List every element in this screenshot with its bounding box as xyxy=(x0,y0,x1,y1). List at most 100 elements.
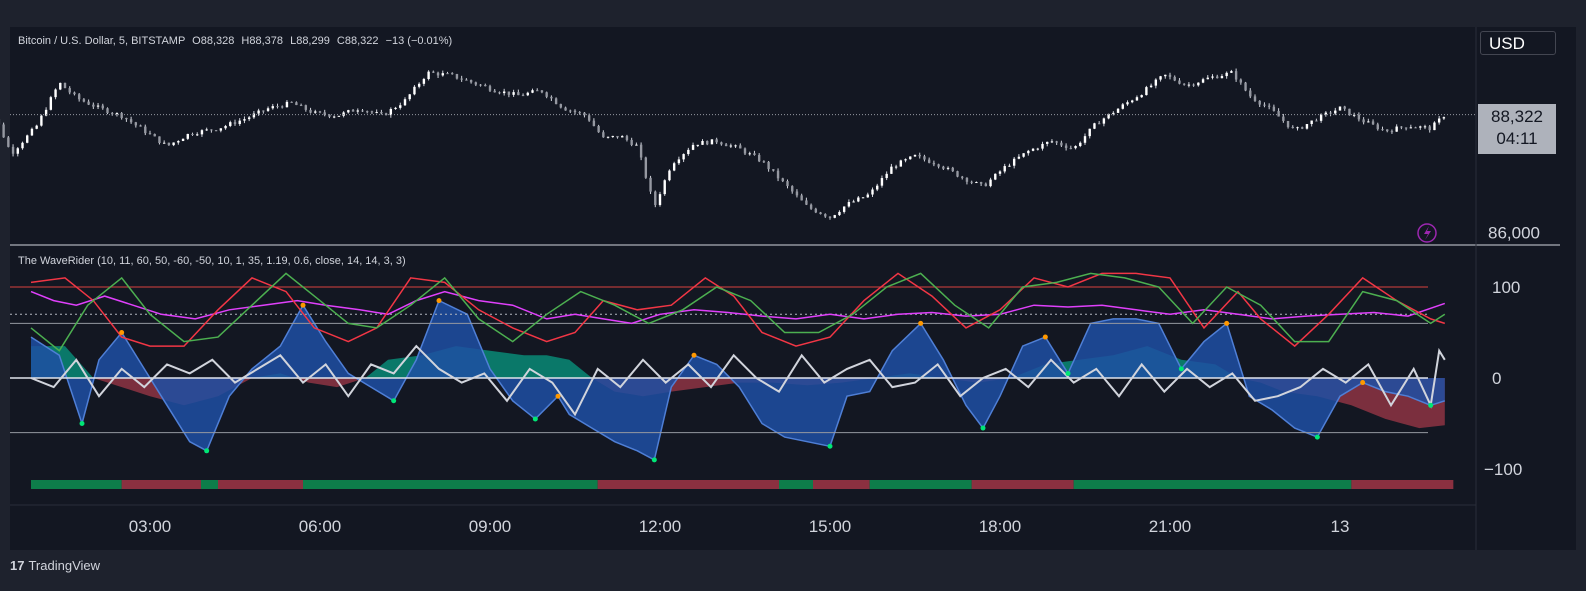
candle-body xyxy=(1296,127,1299,129)
trend-bar-segment xyxy=(121,480,201,489)
candle-body xyxy=(1159,76,1162,80)
signal-dot xyxy=(1178,366,1184,372)
candle-body xyxy=(1192,84,1195,86)
candle-body xyxy=(852,201,855,203)
signal-dot xyxy=(204,448,210,454)
candle-body xyxy=(1140,95,1143,98)
candle-body xyxy=(909,156,912,160)
candle-body xyxy=(1050,141,1054,143)
candle-body xyxy=(49,97,53,110)
candle-body xyxy=(767,161,770,170)
trend-bar-segment xyxy=(218,480,303,489)
candle-body xyxy=(1168,74,1172,77)
candle-body xyxy=(809,204,813,209)
signal-dot xyxy=(827,443,833,449)
candle-body xyxy=(578,112,581,114)
candle-body xyxy=(951,167,954,172)
indicator-legend[interactable]: The WaveRider (10, 11, 60, 50, -60, -50,… xyxy=(18,255,406,267)
candle-body xyxy=(347,110,350,113)
ohlc-close: C88,322 xyxy=(336,35,379,47)
candle-body xyxy=(276,106,279,108)
candle-body xyxy=(904,159,907,161)
candle-body xyxy=(1305,124,1309,129)
signal-dot xyxy=(651,457,657,463)
candle-body xyxy=(1442,117,1446,119)
indicator-axis-tick-label: 100 xyxy=(1492,278,1520,297)
candle-body xyxy=(517,92,520,96)
footer-brand[interactable]: 17 TradingView xyxy=(10,558,100,573)
candle-body xyxy=(172,142,175,146)
candle-body xyxy=(92,104,95,107)
candle-body xyxy=(219,128,223,131)
candle-body xyxy=(1249,90,1252,97)
candle-body xyxy=(290,101,293,103)
wave-area xyxy=(31,300,1445,460)
candle-body xyxy=(271,106,274,109)
candle-body xyxy=(361,110,364,112)
lightning-glyph xyxy=(1424,226,1431,240)
candle-body xyxy=(1329,112,1332,114)
signal-dot xyxy=(980,425,986,431)
candle-body xyxy=(1206,77,1209,80)
candle-body xyxy=(332,116,336,118)
price-axis-tick-label: 86,000 xyxy=(1488,223,1540,242)
candle-body xyxy=(1046,141,1049,144)
candle-body xyxy=(880,178,884,186)
candle-body xyxy=(791,186,794,192)
candle-body xyxy=(621,136,624,138)
indicator-axis-tick-label: −100 xyxy=(1484,460,1522,479)
candle-body xyxy=(616,135,619,138)
candle-body xyxy=(526,92,529,96)
lightning-icon[interactable] xyxy=(1417,223,1437,243)
candle-body xyxy=(427,71,430,79)
candle-body xyxy=(380,112,383,114)
candle-body xyxy=(757,154,761,162)
trend-bar-segment xyxy=(779,480,813,489)
candle-body xyxy=(1291,126,1294,129)
symbol-title[interactable]: Bitcoin / U.S. Dollar, 5, BITSTAMP xyxy=(18,35,186,47)
trend-bar-segment xyxy=(1073,480,1352,489)
candle-body xyxy=(913,154,917,157)
candle-body xyxy=(691,144,695,150)
candle-body xyxy=(989,179,992,187)
trend-bar-segment xyxy=(971,480,1074,489)
candle-body xyxy=(828,216,832,218)
candle-body xyxy=(247,117,251,120)
candle-body xyxy=(1371,121,1375,125)
trend-bar-segment xyxy=(813,480,870,489)
candle-body xyxy=(229,122,232,126)
candle-body xyxy=(191,133,194,135)
candle-body xyxy=(465,79,468,81)
ohlc-low: L88,299 xyxy=(290,35,330,47)
trend-bar-segment xyxy=(31,480,122,489)
candle-body xyxy=(422,78,426,84)
candle-body xyxy=(295,102,298,106)
candle-body xyxy=(54,89,57,98)
time-axis-tick-label: 12:00 xyxy=(639,517,682,536)
candle-body xyxy=(1031,148,1035,151)
brand-name: TradingView xyxy=(28,558,101,573)
candle-body xyxy=(1437,118,1441,123)
candle-body xyxy=(403,99,407,106)
candle-body xyxy=(460,78,463,80)
ohlc-open: O88,328 xyxy=(192,35,235,47)
candle-body xyxy=(672,163,676,171)
indicator-title[interactable]: The WaveRider (10, 11, 60, 50, -60, -50,… xyxy=(18,255,406,267)
candle-body xyxy=(715,139,718,143)
candle-body xyxy=(1173,76,1176,81)
candle-body xyxy=(696,144,699,146)
currency-button[interactable]: USD xyxy=(1480,31,1556,55)
candle-body xyxy=(1074,146,1077,149)
candle-body xyxy=(417,83,421,87)
candle-body xyxy=(455,74,459,79)
candle-body xyxy=(1310,120,1313,125)
candle-body xyxy=(857,197,860,202)
candle-body xyxy=(200,130,204,135)
candle-body xyxy=(148,133,152,135)
candle-body xyxy=(21,142,24,149)
candle-body xyxy=(1419,126,1422,128)
candle-body xyxy=(1097,123,1101,125)
candle-body xyxy=(68,88,71,93)
candle-body xyxy=(1083,136,1087,143)
